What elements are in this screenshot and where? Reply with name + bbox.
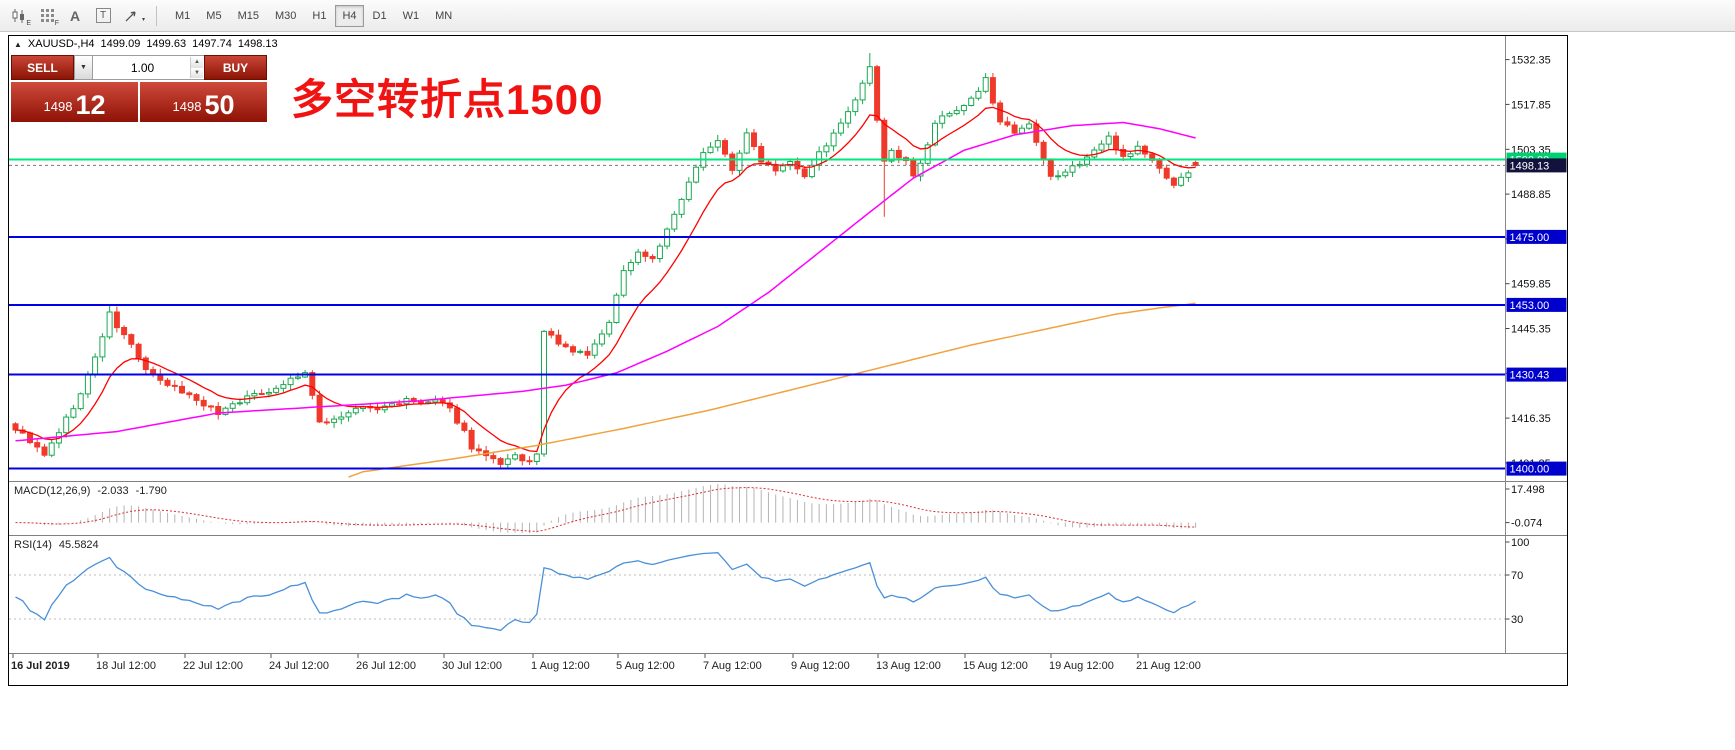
macd-name: MACD(12,26,9) xyxy=(14,485,91,497)
svg-text:1475.00: 1475.00 xyxy=(1510,232,1550,244)
svg-text:15 Aug 12:00: 15 Aug 12:00 xyxy=(963,660,1028,672)
candlestick-chart-icon[interactable]: E xyxy=(6,4,32,28)
svg-text:1532.35: 1532.35 xyxy=(1511,55,1551,67)
volume-spin-up-icon[interactable]: ▲ xyxy=(191,57,203,68)
buy-button[interactable]: BUY xyxy=(204,55,267,80)
svg-text:9 Aug 12:00: 9 Aug 12:00 xyxy=(791,660,850,672)
svg-text:21 Aug 12:00: 21 Aug 12:00 xyxy=(1136,660,1201,672)
timeframe-mn[interactable]: MN xyxy=(435,9,453,22)
cursor-tool-icon[interactable]: ▾ xyxy=(118,4,145,28)
grid-sub-letter: F xyxy=(54,19,59,27)
annotation-text: 多空转折点1500 xyxy=(291,76,604,123)
volume-input[interactable] xyxy=(93,56,204,79)
buy-price-base: 1498 xyxy=(172,99,202,114)
buy-price-display: 1498 50 xyxy=(140,82,267,122)
timeframe-h4[interactable]: H4 xyxy=(335,4,364,27)
macd-value-signal: -1.790 xyxy=(135,485,167,497)
timeframe-group: M1 M5 M15 M30 H1 H4 D1 W1 MN xyxy=(167,4,460,27)
one-click-trade-panel: SELL ▼ ▲ ▼ BUY 1498 12 1498 xyxy=(11,55,267,122)
svg-text:13 Aug 12:00: 13 Aug 12:00 xyxy=(876,660,941,672)
ohlc-header: ▲ XAUUSD-,H4 1499.09 1499.63 1497.74 149… xyxy=(14,38,278,50)
macd-value-main: -2.033 xyxy=(97,485,129,497)
symbol-arrow-icon: ▲ xyxy=(14,39,22,49)
svg-text:1416.35: 1416.35 xyxy=(1511,413,1551,425)
timeframe-m5[interactable]: M5 xyxy=(206,9,222,22)
svg-text:70: 70 xyxy=(1511,570,1523,582)
svg-text:1498.13: 1498.13 xyxy=(1510,160,1550,172)
svg-text:1445.35: 1445.35 xyxy=(1511,324,1551,336)
svg-text:1430.43: 1430.43 xyxy=(1510,370,1550,382)
volume-spin-down-icon[interactable]: ▼ xyxy=(191,67,203,78)
rsi-value: 45.5824 xyxy=(58,539,99,551)
tile-windows-icon[interactable]: F xyxy=(34,4,60,28)
svg-text:5 Aug 12:00: 5 Aug 12:00 xyxy=(616,660,675,672)
svg-text:18 Jul 12:00: 18 Jul 12:00 xyxy=(96,660,156,672)
macd-label: MACD(12,26,9) -2.033 -1.790 xyxy=(14,485,167,497)
svg-text:26 Jul 12:00: 26 Jul 12:00 xyxy=(356,660,416,672)
text-box-tool-icon[interactable]: T xyxy=(90,4,116,28)
svg-text:24 Jul 12:00: 24 Jul 12:00 xyxy=(269,660,329,672)
ohlc-low: 1497.74 xyxy=(192,38,232,50)
svg-text:30 Jul 12:00: 30 Jul 12:00 xyxy=(442,660,502,672)
svg-text:1 Aug 12:00: 1 Aug 12:00 xyxy=(531,660,590,672)
sell-price-pips: 12 xyxy=(75,90,106,121)
chart-window: 1532.351517.851503.351488.851474.351459.… xyxy=(8,35,1568,686)
price-chart-canvas[interactable]: 1532.351517.851503.351488.851474.351459.… xyxy=(9,36,1567,685)
timeframe-m30[interactable]: M30 xyxy=(274,9,297,22)
timeframe-m15[interactable]: M15 xyxy=(237,9,259,22)
svg-text:1517.85: 1517.85 xyxy=(1511,99,1551,111)
svg-text:100: 100 xyxy=(1511,537,1529,549)
svg-text:22 Jul 12:00: 22 Jul 12:00 xyxy=(183,660,243,672)
sell-price-display: 1498 12 xyxy=(11,82,138,122)
volume-field-wrap: ▲ ▼ xyxy=(93,55,204,80)
svg-text:16 Jul 2019: 16 Jul 2019 xyxy=(11,660,70,672)
ohlc-high: 1499.63 xyxy=(146,38,187,50)
text-box-glyph: T xyxy=(95,8,111,23)
rsi-name: RSI(14) xyxy=(14,539,52,551)
svg-text:17.498: 17.498 xyxy=(1511,484,1545,496)
sell-price-base: 1498 xyxy=(43,99,73,114)
candles-glyph xyxy=(12,8,24,23)
svg-text:1488.85: 1488.85 xyxy=(1511,189,1551,201)
svg-text:1459.85: 1459.85 xyxy=(1511,279,1551,291)
timeframe-m1[interactable]: M1 xyxy=(175,9,191,22)
sell-button[interactable]: SELL xyxy=(11,55,74,80)
volume-dropdown-button[interactable]: ▼ xyxy=(74,55,93,80)
grid-glyph xyxy=(40,9,54,22)
text-label-tool-icon[interactable]: A xyxy=(69,7,81,24)
symbol-period: XAUUSD-,H4 xyxy=(27,38,95,50)
svg-text:1453.00: 1453.00 xyxy=(1510,300,1550,312)
dropdown-caret-icon: ▾ xyxy=(141,16,145,23)
timeframe-h1[interactable]: H1 xyxy=(312,9,327,22)
top-toolbar: E F A T ▾ M1 M5 M15 M30 H1 H4 D1 W1 MN xyxy=(0,0,1735,32)
volume-spinner: ▲ ▼ xyxy=(190,57,203,78)
ohlc-close: 1498.13 xyxy=(237,38,278,50)
svg-text:-0.074: -0.074 xyxy=(1511,518,1542,530)
arrow-glyph xyxy=(125,10,136,21)
candles-sub-letter: E xyxy=(26,19,31,27)
toolbar-separator xyxy=(156,5,157,26)
timeframe-w1[interactable]: W1 xyxy=(402,9,420,22)
svg-text:1400.00: 1400.00 xyxy=(1510,464,1550,476)
svg-text:7 Aug 12:00: 7 Aug 12:00 xyxy=(703,660,762,672)
ohlc-open: 1499.09 xyxy=(100,38,141,50)
buy-price-pips: 50 xyxy=(204,90,235,121)
timeframe-d1[interactable]: D1 xyxy=(372,9,387,22)
rsi-label: RSI(14) 45.5824 xyxy=(14,539,99,551)
svg-text:19 Aug 12:00: 19 Aug 12:00 xyxy=(1049,660,1114,672)
svg-text:30: 30 xyxy=(1511,614,1523,626)
